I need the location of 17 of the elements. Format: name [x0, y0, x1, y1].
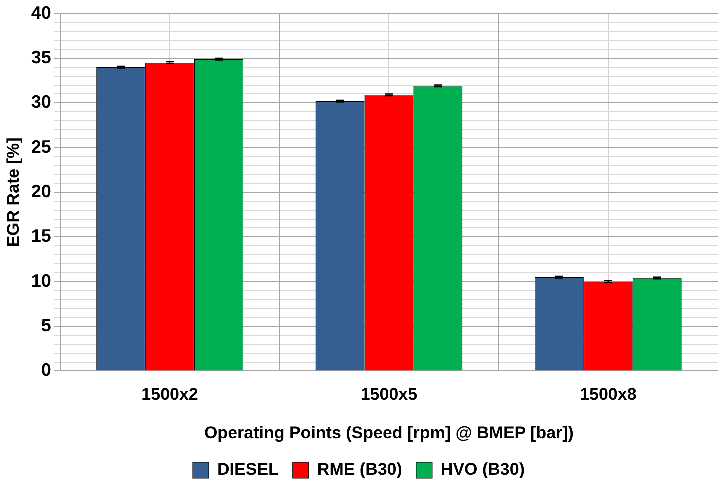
y-tick-label: 20	[31, 181, 52, 202]
x-tick-label: 1500x8	[580, 385, 637, 404]
y-tick-label: 0	[41, 360, 52, 380]
y-tick-label: 25	[31, 136, 52, 157]
legend-label: HVO (B30)	[440, 460, 525, 480]
y-axis-title: EGR Rate [%]	[4, 138, 23, 248]
y-tick-label: 30	[31, 92, 52, 112]
y-tick-label: 40	[31, 2, 52, 23]
x-axis-title: Operating Points (Speed [rpm] @ BMEP [bar])	[204, 423, 574, 442]
x-tick-label: 1500x5	[360, 385, 418, 404]
y-tick-label: 10	[31, 270, 52, 291]
y-tick-label: 5	[41, 315, 52, 336]
legend-label: RME (B30)	[317, 460, 402, 480]
x-tick-label: 1500x2	[142, 385, 198, 404]
y-tick-label: 15	[31, 226, 52, 246]
legend-label: DIESEL	[218, 460, 279, 480]
y-tick-label: 35	[31, 47, 52, 68]
